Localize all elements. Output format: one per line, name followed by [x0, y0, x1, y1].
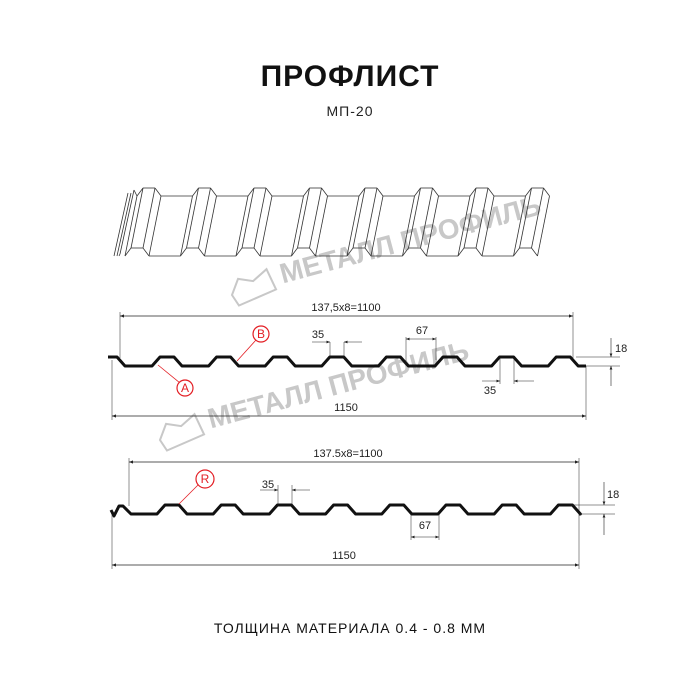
watermark-bottom: МЕТАЛЛ ПРОФИЛЬ: [158, 335, 472, 452]
svg-text:A: A: [181, 381, 189, 395]
sheet-edge: [186, 187, 199, 249]
sheet-edge: [180, 247, 187, 257]
sheet-edge: [204, 195, 217, 257]
sheet-edge: [142, 247, 150, 257]
sheet-edge: [420, 247, 427, 257]
marker-b: [252, 325, 270, 343]
sheet-edge: [241, 187, 255, 249]
sheet-edge: [513, 195, 526, 257]
model-subtitle: МП-20: [326, 103, 374, 119]
sheet-edge: [513, 247, 520, 257]
crest-width-label: 35: [312, 329, 324, 341]
sheet-edge: [265, 187, 273, 197]
valley-width-label: 67: [419, 520, 431, 532]
sheet-edge: [537, 195, 550, 257]
width-label: 1150: [334, 402, 358, 414]
sheet-edge: [192, 187, 199, 197]
crest-width-label: 35: [262, 479, 274, 491]
sheet-edge: [297, 187, 310, 249]
sheet-edge: [376, 187, 384, 197]
sheet-edge: [136, 187, 144, 197]
sheet-edge: [408, 187, 421, 249]
sheet-edge: [346, 247, 354, 257]
sheet-edge: [118, 253, 121, 257]
watermark-top: МЕТАЛЛ ПРОФИЛЬ: [230, 190, 544, 307]
sheet-edge: [487, 187, 495, 197]
sheet-edge: [130, 187, 144, 249]
sheet-edge: [364, 187, 378, 249]
sheet-edge: [154, 187, 162, 197]
sheet-edge: [133, 189, 138, 197]
sheet-edge: [370, 195, 384, 257]
sheet-edge: [475, 247, 483, 257]
crest-width-label-2: 35: [484, 385, 496, 397]
sheet-edge: [364, 247, 372, 257]
material-thickness: ТОЛЩИНА МАТЕРИАЛА 0.4 - 0.8 ММ: [213, 620, 487, 636]
svg-text:R: R: [201, 472, 210, 486]
sheet-edge: [291, 247, 298, 257]
sheet-edge: [124, 247, 132, 257]
sheet-edge: [457, 195, 471, 257]
profile-bottom-line: [109, 503, 582, 518]
sheet-edge: [346, 195, 360, 257]
sheet-edge: [303, 187, 310, 197]
sheet-edge: [113, 192, 129, 257]
sheet-edge: [481, 195, 495, 257]
sheet-edge: [253, 187, 267, 249]
sheet-edge: [198, 187, 211, 249]
sheet-edge: [309, 187, 322, 249]
sheet-edge: [543, 187, 550, 197]
sheet-edge: [148, 195, 162, 257]
sheet-edge: [210, 187, 217, 197]
sheet-edge: [469, 187, 477, 197]
pitch-label: 137.5x8=1100: [313, 448, 382, 460]
sheet-edge: [420, 187, 433, 249]
sheet-edge: [414, 187, 421, 197]
svg-text:B: B: [257, 327, 265, 341]
sheet-edge: [531, 247, 538, 257]
sheet-edge: [402, 195, 415, 257]
sheet-edge: [475, 187, 489, 249]
marker-a: [176, 379, 194, 397]
profile-top-line: [108, 355, 586, 368]
sheet-edge: [457, 247, 465, 257]
sheet-edge: [247, 187, 255, 197]
sheet-edge: [180, 195, 193, 257]
sheet-edge: [119, 189, 135, 255]
sheet-edge: [321, 187, 328, 197]
height-label: 18: [615, 343, 627, 355]
profile-bottom: 137.5x8=1100 1150 35 67 18 R: [109, 448, 619, 569]
sheet-edge: [198, 247, 205, 257]
width-label: 1150: [332, 550, 356, 562]
page-title: ПРОФЛИСТ: [260, 60, 440, 93]
marker-r: [195, 469, 215, 489]
sheet-edge: [352, 187, 366, 249]
sheet-edge: [531, 187, 544, 249]
sheet-edge: [235, 247, 243, 257]
sheet-edge: [235, 195, 249, 257]
sheet-edge: [432, 187, 439, 197]
sheet-edge: [426, 195, 439, 257]
sheet-edge: [291, 195, 304, 257]
sheet-3d-view: [113, 187, 550, 257]
sheet-edge: [402, 247, 409, 257]
sheet-edge: [463, 187, 477, 249]
pitch-label: 137,5x8=1100: [311, 302, 380, 314]
svg-text:МЕТАЛЛ ПРОФИЛЬ: МЕТАЛЛ ПРОФИЛЬ: [204, 335, 472, 435]
profile-top: 137,5x8=1100 1150 35 67 35 18 B: [108, 302, 627, 420]
sheet-edge: [124, 195, 138, 257]
sheet-edge: [358, 187, 366, 197]
sheet-edge: [309, 247, 316, 257]
sheet-edge: [519, 187, 532, 249]
sheet-edge: [253, 247, 261, 257]
valley-width-label: 67: [416, 325, 428, 337]
height-label: 18: [607, 489, 619, 501]
sheet-edge: [315, 195, 328, 257]
sheet-edge: [142, 187, 156, 249]
sheet-edge: [116, 192, 132, 257]
sheet-edge: [525, 187, 532, 197]
sheet-edge: [259, 195, 273, 257]
